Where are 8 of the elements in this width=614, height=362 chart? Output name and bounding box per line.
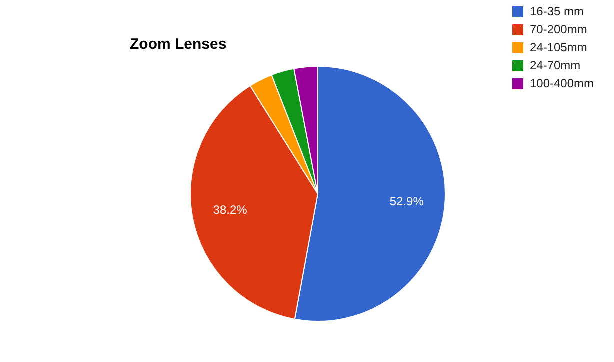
data-label: 52.9%	[390, 194, 424, 208]
legend-label: 70-200mm	[530, 22, 588, 36]
legend-label: 24-105mm	[530, 40, 588, 54]
legend-label: 16-35 mm	[530, 4, 584, 18]
legend-label: 100-400mm	[530, 76, 594, 90]
legend-label: 24-70mm	[530, 58, 581, 72]
data-label: 38.2%	[213, 203, 248, 218]
text: Zoom Lenses	[130, 36, 227, 54]
